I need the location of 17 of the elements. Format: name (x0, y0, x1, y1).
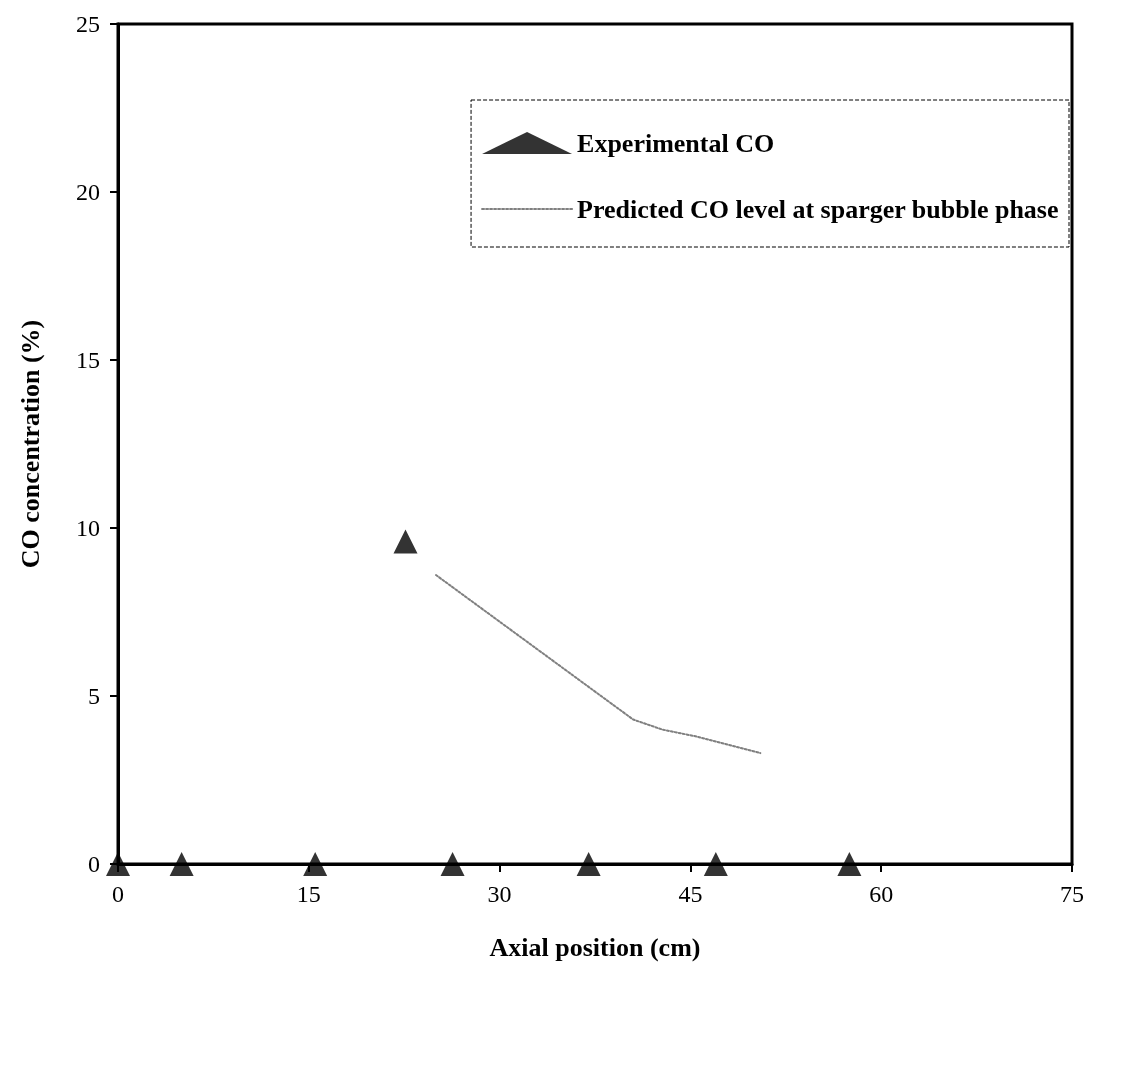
y-tick-label: 15 (76, 347, 100, 373)
y-tick-label: 0 (88, 851, 100, 877)
x-tick-label: 0 (112, 881, 124, 907)
x-axis-title: Axial position (cm) (489, 932, 701, 962)
x-tick-label: 45 (678, 881, 703, 907)
y-tick-label: 10 (76, 515, 100, 541)
y-axis-title: CO concentration (%) (15, 319, 45, 569)
x-tick-label: 15 (296, 881, 321, 907)
y-tick-label: 25 (76, 11, 100, 37)
x-tick-label: 60 (869, 881, 894, 907)
y-tick-label: 20 (76, 179, 100, 205)
legend-label: Experimental CO (577, 128, 775, 158)
x-tick-label: 30 (487, 881, 512, 907)
x-tick-label: 75 (1060, 881, 1084, 907)
y-tick-label: 5 (88, 683, 100, 709)
legend-label: Predicted CO level at sparger bubble phase (577, 194, 1059, 224)
line-series (435, 574, 762, 755)
